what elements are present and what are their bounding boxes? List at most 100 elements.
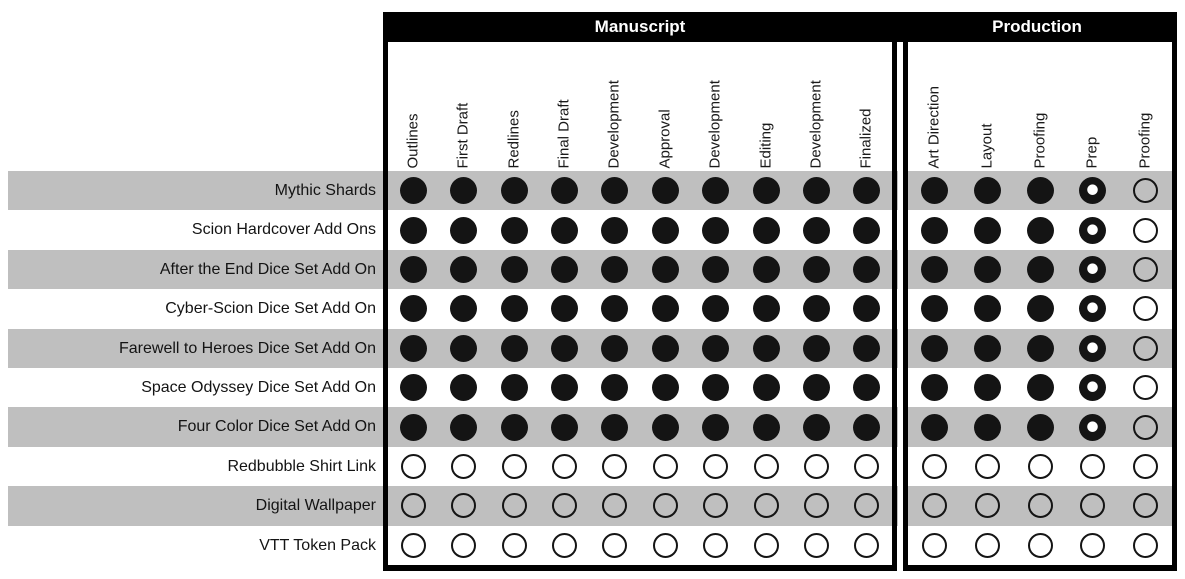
- table-row: Four Color Dice Set Add On: [0, 407, 1185, 447]
- column-header: Redlines: [505, 109, 522, 168]
- column-header: First Draft: [454, 102, 472, 168]
- status-dot-filled: [920, 334, 948, 362]
- column-header: Final Draft: [555, 98, 573, 168]
- status-dot-empty: [753, 532, 779, 558]
- status-dot-empty: [803, 532, 829, 558]
- status-dot-empty: [921, 453, 947, 479]
- table-row: Farewell to Heroes Dice Set Add On: [0, 328, 1185, 368]
- status-dot-filled: [802, 295, 830, 323]
- status-dot-filled: [500, 255, 528, 283]
- status-dot-filled: [450, 334, 478, 362]
- row-label: Farewell to Heroes Dice Set Add On: [118, 339, 376, 357]
- status-dot-filled: [1026, 413, 1054, 441]
- status-dot-filled: [601, 216, 629, 244]
- status-dot-empty: [400, 532, 426, 558]
- status-dot-filled: [973, 413, 1001, 441]
- status-dot-filled: [1026, 177, 1054, 205]
- table-row: Mythic Shards: [0, 171, 1185, 211]
- status-dot-empty: [551, 453, 577, 479]
- status-dot-filled: [702, 255, 730, 283]
- status-dot-filled: [601, 295, 629, 323]
- status-dot-filled: [702, 216, 730, 244]
- status-dot-empty: [1133, 453, 1159, 479]
- status-dot-filled: [601, 255, 629, 283]
- row-label: Scion Hardcover Add Ons: [191, 221, 376, 239]
- status-dot-partial: [1079, 295, 1107, 323]
- status-dot-filled: [399, 334, 427, 362]
- status-dot-filled: [853, 413, 881, 441]
- status-dot-filled: [853, 255, 881, 283]
- column-header: Development: [605, 79, 623, 168]
- status-dot-filled: [1026, 374, 1054, 402]
- status-dot-partial: [1079, 374, 1107, 402]
- status-dot-filled: [802, 216, 830, 244]
- status-dot-filled: [920, 216, 948, 244]
- status-dot-filled: [651, 177, 679, 205]
- table-border-bottom-manuscript: [383, 565, 897, 571]
- status-dot-empty: [400, 453, 426, 479]
- status-dot-filled: [920, 295, 948, 323]
- status-dot-filled: [702, 374, 730, 402]
- status-dot-empty: [551, 532, 577, 558]
- status-dot-empty: [602, 493, 628, 519]
- row-label: Redbubble Shirt Link: [227, 457, 376, 475]
- status-dot-filled: [1026, 295, 1054, 323]
- status-dot-empty: [400, 493, 426, 519]
- status-dot-filled: [920, 374, 948, 402]
- status-dot-filled: [802, 374, 830, 402]
- status-dot-filled: [752, 374, 780, 402]
- status-dot-filled: [973, 255, 1001, 283]
- status-dot-empty: [1027, 532, 1053, 558]
- status-dot-filled: [550, 216, 578, 244]
- status-dot-filled: [1026, 216, 1054, 244]
- row-label: Mythic Shards: [274, 182, 376, 199]
- status-dot-empty: [1133, 414, 1159, 440]
- status-dot-filled: [450, 374, 478, 402]
- status-dot-filled: [450, 413, 478, 441]
- status-dot-filled: [601, 413, 629, 441]
- status-dot-filled: [500, 374, 528, 402]
- status-dot-filled: [550, 177, 578, 205]
- table-row: Space Odyssey Dice Set Add On: [0, 368, 1185, 407]
- status-dot-filled: [802, 334, 830, 362]
- status-dot-filled: [1026, 255, 1054, 283]
- status-dot-empty: [974, 453, 1000, 479]
- table-border-left-production: [903, 42, 908, 571]
- section-title-production: Production: [992, 17, 1082, 36]
- column-header: Layout: [978, 122, 996, 168]
- table-row: Redbubble Shirt Link: [0, 447, 1185, 486]
- status-dot-empty: [974, 493, 1000, 519]
- status-dot-empty: [1133, 256, 1159, 282]
- status-dot-filled: [752, 295, 780, 323]
- status-dot-filled: [752, 413, 780, 441]
- row-label: After the End Dice Set Add On: [159, 260, 376, 278]
- status-dot-filled: [399, 413, 427, 441]
- status-dot-empty: [1133, 375, 1159, 401]
- table-border-right-production: [1172, 42, 1177, 571]
- status-dot-empty: [703, 532, 729, 558]
- column-header: Editing: [757, 122, 774, 168]
- table-row: Scion Hardcover Add Ons: [0, 210, 1185, 249]
- status-dot-filled: [399, 295, 427, 323]
- status-dot-filled: [450, 255, 478, 283]
- status-dot-filled: [973, 334, 1001, 362]
- status-dot-filled: [920, 177, 948, 205]
- status-dot-filled: [651, 413, 679, 441]
- status-dot-empty: [1133, 532, 1159, 558]
- status-dot-filled: [702, 334, 730, 362]
- status-dot-filled: [601, 334, 629, 362]
- column-header: Art Direction: [925, 85, 943, 168]
- status-dot-empty: [854, 453, 880, 479]
- status-dot-partial: [1079, 255, 1107, 283]
- status-dot-empty: [1027, 453, 1053, 479]
- status-dot-empty: [803, 453, 829, 479]
- status-dot-filled: [752, 177, 780, 205]
- status-dot-filled: [802, 177, 830, 205]
- status-dot-filled: [853, 374, 881, 402]
- status-dot-filled: [853, 177, 881, 205]
- row-label: Cyber-Scion Dice Set Add On: [165, 300, 376, 318]
- status-dot-empty: [1080, 532, 1106, 558]
- status-dot-filled: [550, 295, 578, 323]
- status-dot-partial: [1079, 334, 1107, 362]
